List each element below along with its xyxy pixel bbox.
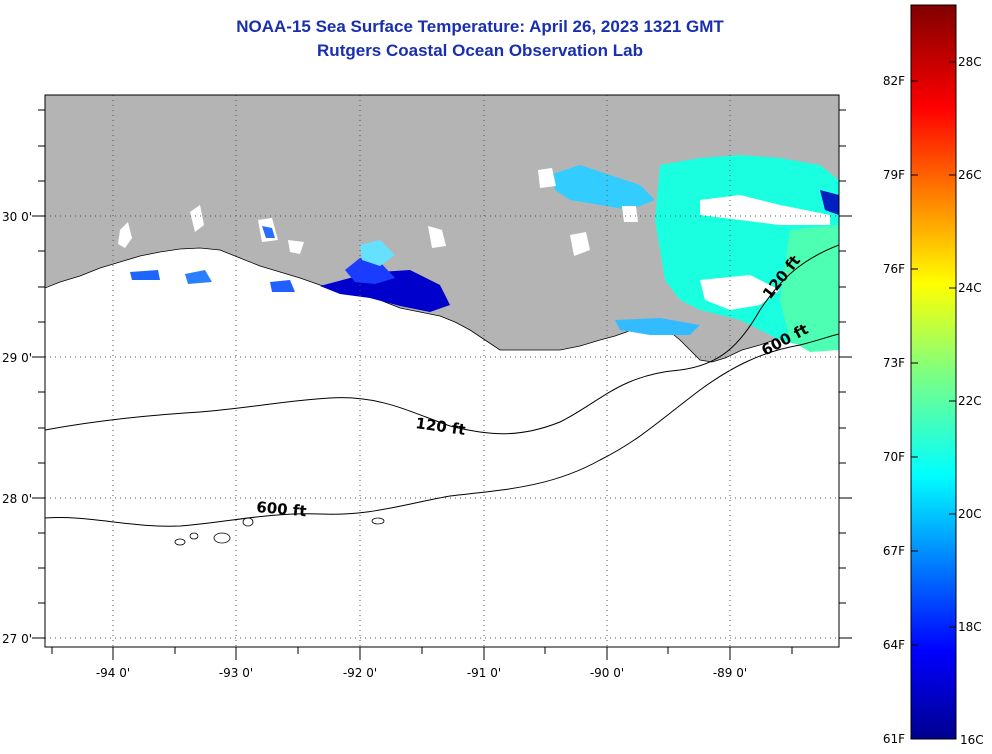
contour-line-120ft [45, 244, 839, 435]
map-title: NOAA-15 Sea Surface Temperature: April 2… [236, 17, 724, 36]
colorbar-f-label: 64F [883, 638, 905, 652]
colorbar-f-label: 67F [883, 544, 905, 558]
map-panel: 120 ft 600 ft 120 ft 600 ft [45, 95, 839, 647]
colorbar-c-label: 26C [958, 168, 982, 182]
contour-islands [174, 517, 385, 546]
colorbar-c-label: 20C [958, 507, 982, 521]
colorbar-f-label: 82F [883, 74, 905, 88]
colorbar-f-label: 70F [883, 450, 905, 464]
map-subtitle: Rutgers Coastal Ocean Observation Lab [317, 41, 643, 60]
contour-label: 600 ft [256, 498, 308, 520]
colorbar-c-label: 16C [960, 733, 984, 747]
lon-label: -90 0' [590, 666, 624, 680]
lon-label: -91 0' [467, 666, 501, 680]
lon-label: -92 0' [343, 666, 377, 680]
contour-line-600ft [45, 333, 839, 527]
map-gridlines [45, 95, 839, 647]
colorbar-c-label: 18C [958, 620, 982, 634]
colorbar-f-label: 61F [883, 732, 905, 746]
lon-label: -94 0' [96, 666, 130, 680]
lat-label: 27 0' [2, 632, 32, 646]
lon-label: -89 0' [713, 666, 747, 680]
colorbar-c-label: 28C [958, 55, 982, 69]
sst-data-overlay [118, 155, 839, 352]
lat-label: 30 0' [2, 210, 32, 224]
colorbar-f-label: 79F [883, 168, 905, 182]
map-frame [44, 94, 840, 648]
colorbar-c-label: 24C [958, 281, 982, 295]
map-ticks [32, 109, 852, 660]
colorbar-f-label: 73F [883, 356, 905, 370]
lon-label: -93 0' [219, 666, 253, 680]
colorbar-c-label: 22C [958, 394, 982, 408]
lat-label: 29 0' [2, 351, 32, 365]
colorbar-f-label: 76F [883, 262, 905, 276]
colorbar-ticks [911, 61, 956, 646]
land-mass [45, 95, 839, 363]
colorbar [910, 4, 957, 740]
lat-label: 28 0' [2, 492, 32, 506]
